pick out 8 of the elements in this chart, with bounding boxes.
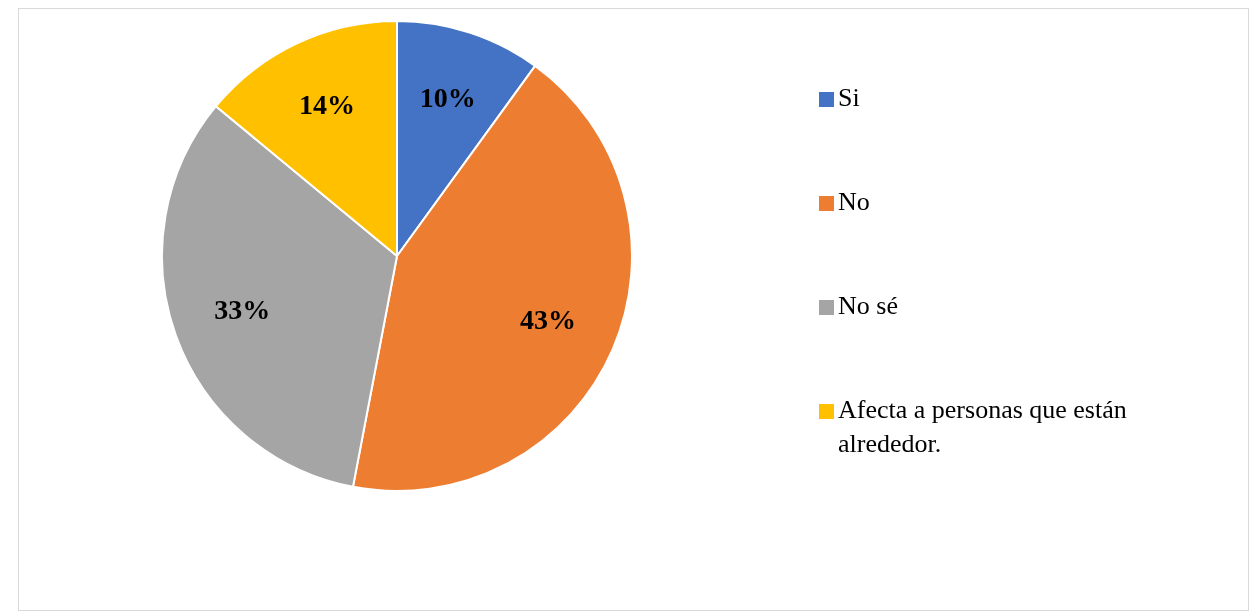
- legend-label: No sé: [838, 290, 898, 322]
- legend-label: Afecta a personas que están alrededor.: [838, 394, 1128, 460]
- legend-label: Si: [838, 82, 860, 114]
- data-label: 43%: [519, 303, 576, 335]
- data-label: 33%: [214, 293, 271, 325]
- legend-label: No: [838, 186, 870, 218]
- data-label: 14%: [298, 89, 355, 121]
- data-label: 10%: [419, 81, 476, 113]
